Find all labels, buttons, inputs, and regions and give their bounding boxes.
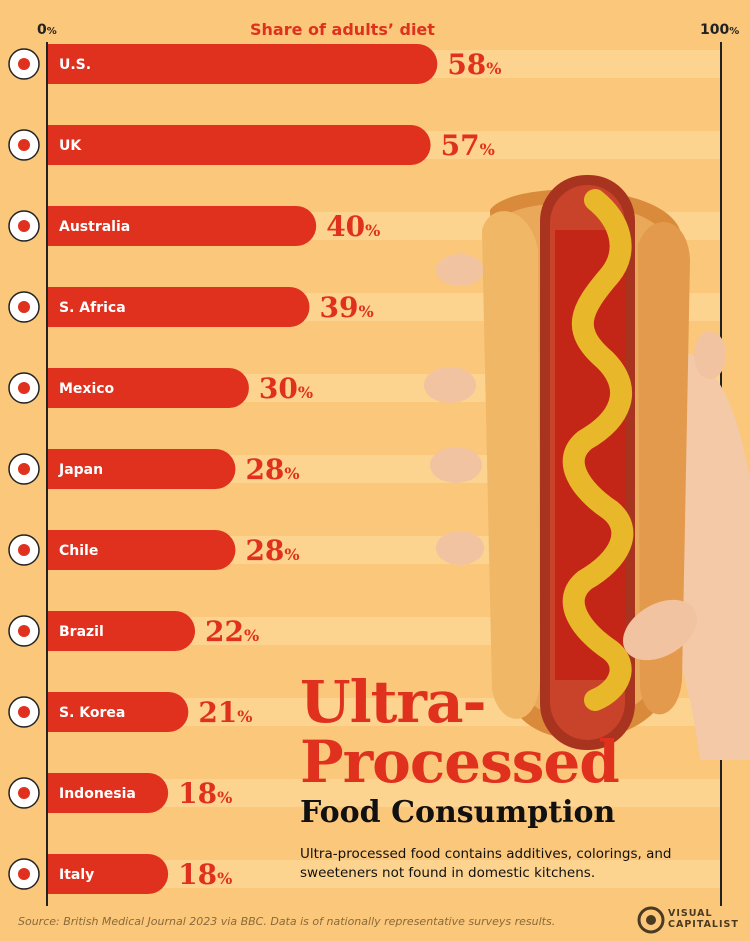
value-percent: %: [237, 707, 252, 726]
bar: [47, 206, 317, 246]
category-label: Brazil: [59, 624, 104, 640]
japan-flag-icon: [8, 453, 40, 485]
axis-max-value: 100: [700, 22, 730, 38]
brand-logo: VISUAL CAPITALIST: [636, 905, 746, 935]
category-label: Italy: [59, 867, 94, 883]
category-label: Indonesia: [59, 786, 136, 802]
hotdog-illustration: [424, 175, 750, 760]
brand-text: VISUAL CAPITALIST: [668, 908, 739, 930]
brand-line-2: CAPITALIST: [668, 919, 739, 930]
us-flag-icon: [8, 48, 40, 80]
axis-min-percent: %: [46, 26, 57, 37]
value-percent: %: [298, 383, 313, 402]
title-line-1: Ultra-: [300, 668, 487, 736]
bar: [47, 773, 169, 813]
subtitle: Ultra-processed food contains additives,…: [300, 846, 672, 881]
category-label: Mexico: [59, 381, 115, 397]
australia-flag-icon: [8, 210, 40, 242]
value-percent: %: [365, 221, 380, 240]
bar: [47, 287, 310, 327]
bar: [47, 125, 431, 165]
value-percent: %: [217, 869, 232, 888]
indonesia-flag-icon: [8, 777, 40, 809]
bar: [47, 530, 236, 570]
category-label: Australia: [59, 219, 130, 235]
bar: [47, 449, 236, 489]
value-percent: %: [480, 140, 495, 159]
value-percent: %: [244, 626, 259, 645]
brand-icon: [637, 906, 665, 934]
value-percent: %: [284, 545, 299, 564]
value-percent: %: [217, 788, 232, 807]
brazil-flag-icon: [8, 615, 40, 647]
category-label: Chile: [59, 543, 98, 559]
axis-max-percent: %: [729, 26, 740, 37]
bar: [47, 611, 196, 651]
category-label: S. Korea: [59, 705, 125, 721]
title-line-3: Food Consumption: [300, 795, 616, 830]
uk-flag-icon: [8, 129, 40, 161]
axis-min-value: 0: [37, 22, 47, 38]
italy-flag-icon: [8, 858, 40, 890]
title-line-2: Processed: [300, 728, 620, 796]
category-label: Japan: [58, 462, 103, 478]
category-label: S. Africa: [59, 300, 126, 316]
bar: [47, 368, 249, 408]
axis-min-label: 0%: [37, 22, 57, 38]
mexico-flag-icon: [8, 372, 40, 404]
value-percent: %: [284, 464, 299, 483]
bar: [47, 44, 438, 84]
axis-title: Share of adults’ diet: [250, 20, 435, 39]
bar: [47, 854, 169, 894]
bar: [47, 692, 189, 732]
source-note: Source: British Medical Journal 2023 via…: [18, 915, 556, 928]
value-percent: %: [486, 59, 501, 78]
axis-line-left: [46, 42, 48, 906]
axis-max-label: 100%: [700, 22, 739, 38]
category-label: UK: [59, 138, 82, 154]
south-korea-flag-icon: [8, 696, 40, 728]
south-africa-flag-icon: [8, 291, 40, 323]
chile-flag-icon: [8, 534, 40, 566]
value-percent: %: [358, 302, 373, 321]
category-label: U.S.: [59, 57, 91, 73]
brand-line-1: VISUAL: [668, 908, 713, 919]
